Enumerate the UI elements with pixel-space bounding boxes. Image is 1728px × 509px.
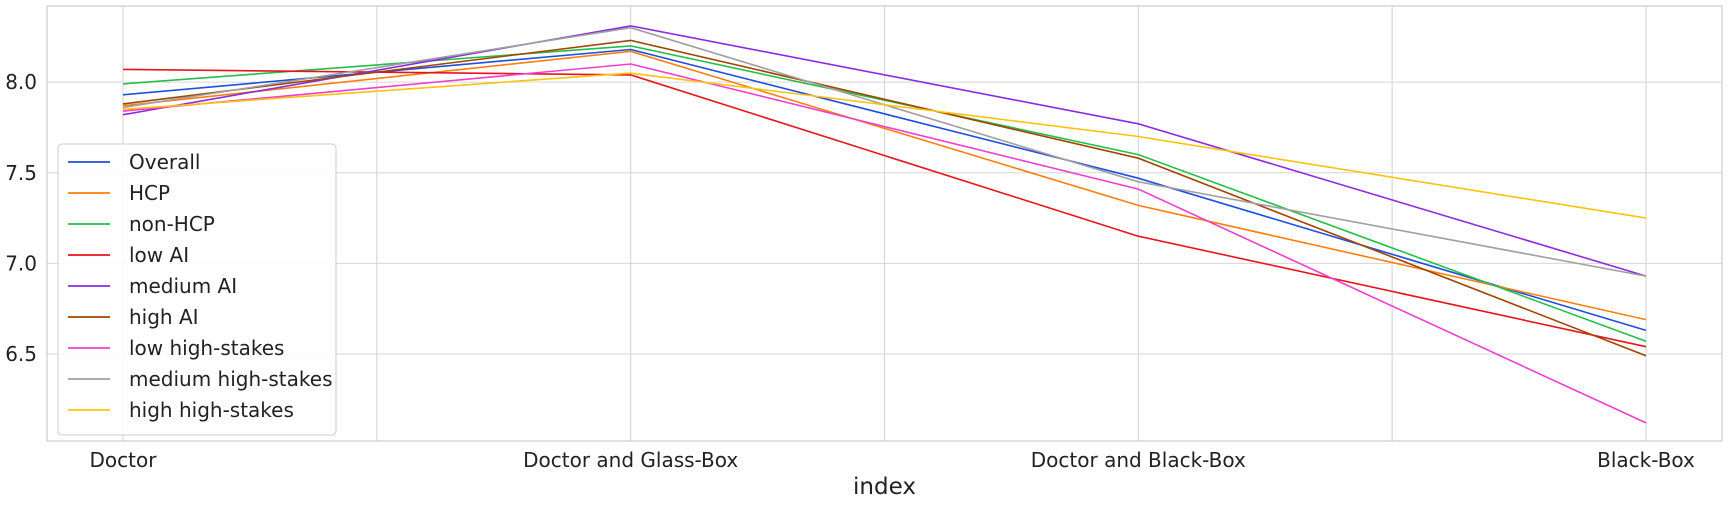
legend-label: high high-stakes xyxy=(129,398,294,422)
y-tick-label: 6.5 xyxy=(5,342,37,366)
series-line xyxy=(122,39,1647,357)
y-tick-label: 7.5 xyxy=(5,161,37,185)
legend: Overall HCP non-HCP low AI medium AI high AI l… xyxy=(57,143,337,436)
legend-label: medium high-stakes xyxy=(129,367,333,391)
legend-label: high AI xyxy=(129,305,199,329)
plot-frame xyxy=(46,5,1723,442)
legend-label: HCP xyxy=(129,181,170,205)
series-line xyxy=(122,72,1647,219)
legend-label: non-HCP xyxy=(129,212,215,236)
series-lines xyxy=(122,25,1647,424)
y-tick-label: 7.0 xyxy=(5,251,37,275)
x-tick-label: Black-Box xyxy=(1597,448,1695,472)
series-line xyxy=(122,63,1647,424)
x-tick-label: Doctor and Black-Box xyxy=(1031,448,1246,472)
legend-box xyxy=(57,143,337,436)
legend-label: low high-stakes xyxy=(129,336,284,360)
legend-label: Overall xyxy=(129,150,200,174)
x-tick-label: Doctor and Glass-Box xyxy=(523,448,738,472)
y-tick-label: 8.0 xyxy=(5,70,37,94)
x-axis-label: index xyxy=(853,474,916,500)
series-line xyxy=(122,45,1647,343)
x-tick-labels: Doctor Doctor and Glass-Box Doctor and Bla… xyxy=(90,448,1696,472)
x-tick-label: Doctor xyxy=(90,448,158,472)
series-line xyxy=(122,50,1647,321)
series-line xyxy=(122,25,1647,277)
legend-label: low AI xyxy=(129,243,189,267)
legend-label: medium AI xyxy=(129,274,237,298)
y-tick-labels: 6.5 7.0 7.5 8.0 xyxy=(5,70,37,366)
